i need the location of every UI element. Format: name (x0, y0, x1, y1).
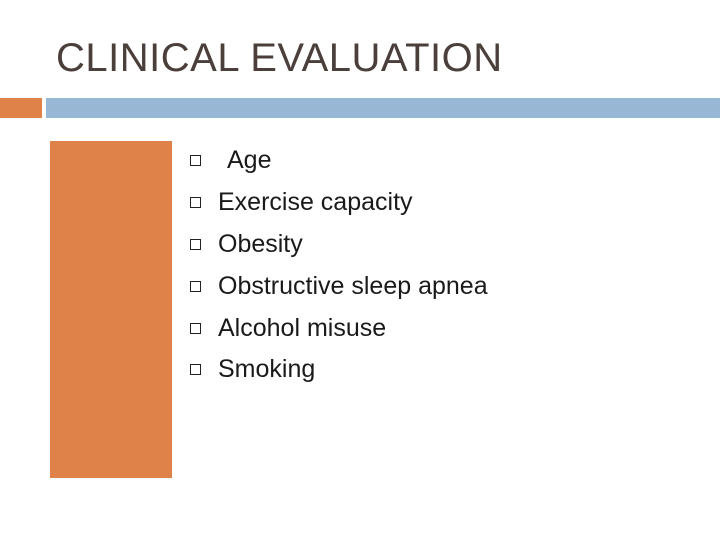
square-bullet-icon (190, 322, 201, 334)
bullet-text: Smoking (218, 355, 316, 384)
bullet-text: Obstructive sleep apnea (218, 271, 488, 300)
accent-bar-orange (0, 98, 42, 118)
square-bullet-icon (190, 155, 201, 167)
square-bullet-icon (190, 364, 201, 376)
list-item: Exercise capacity (190, 182, 488, 224)
bullet-text: Alcohol misuse (218, 313, 387, 342)
list-item: Obstructive sleep apnea (190, 265, 488, 307)
square-bullet-icon (190, 197, 201, 209)
list-item: Obesity (190, 224, 488, 266)
list-item: Smoking (190, 349, 488, 391)
decorative-side-panel (50, 141, 172, 478)
bullet-list: Age Exercise capacity Obesity Obstructiv… (190, 140, 488, 391)
accent-bar-blue (46, 98, 720, 118)
bullet-text: Obesity (218, 229, 303, 258)
list-item: Alcohol misuse (190, 307, 488, 349)
square-bullet-icon (190, 238, 201, 250)
bullet-text: Exercise capacity (218, 188, 413, 217)
bullet-text: Age (227, 146, 272, 175)
slide-title: CLINICAL EVALUATION (56, 36, 503, 80)
list-item: Age (190, 140, 488, 182)
square-bullet-icon (190, 280, 201, 292)
